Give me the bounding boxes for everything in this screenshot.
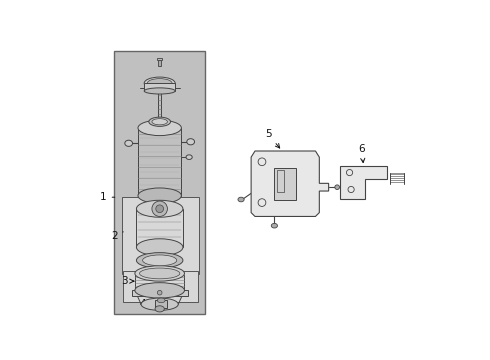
Text: 6: 6 (359, 144, 365, 163)
Ellipse shape (149, 117, 171, 126)
Ellipse shape (140, 268, 180, 279)
Circle shape (152, 201, 168, 216)
Bar (155, 300, 168, 308)
Ellipse shape (138, 120, 181, 136)
Ellipse shape (187, 139, 195, 145)
Bar (158, 60, 161, 66)
Circle shape (157, 291, 162, 295)
Ellipse shape (186, 155, 192, 159)
Polygon shape (340, 166, 387, 199)
Text: 1: 1 (100, 192, 115, 202)
Polygon shape (251, 151, 329, 216)
Circle shape (156, 205, 164, 213)
Bar (144, 83, 175, 91)
Ellipse shape (135, 283, 184, 298)
Bar (274, 168, 296, 200)
Ellipse shape (238, 197, 244, 202)
Ellipse shape (271, 223, 277, 228)
Ellipse shape (144, 77, 175, 89)
Bar (123, 271, 197, 302)
Ellipse shape (144, 88, 175, 94)
Bar (277, 170, 285, 192)
Ellipse shape (143, 255, 177, 266)
Ellipse shape (125, 140, 133, 147)
Ellipse shape (136, 200, 183, 217)
Bar (122, 197, 199, 274)
Text: 3: 3 (121, 276, 134, 286)
Ellipse shape (135, 266, 184, 281)
Ellipse shape (147, 78, 172, 88)
Bar (132, 289, 188, 296)
Ellipse shape (152, 119, 168, 125)
Text: 2: 2 (111, 231, 123, 241)
Ellipse shape (141, 298, 178, 310)
Ellipse shape (138, 188, 181, 203)
Text: 5: 5 (265, 129, 280, 148)
Ellipse shape (155, 306, 164, 312)
Ellipse shape (157, 298, 165, 303)
Text: 4: 4 (140, 299, 152, 309)
Bar (157, 58, 162, 60)
Ellipse shape (136, 253, 183, 268)
Bar (114, 51, 205, 314)
Ellipse shape (335, 185, 340, 189)
Ellipse shape (136, 239, 183, 256)
